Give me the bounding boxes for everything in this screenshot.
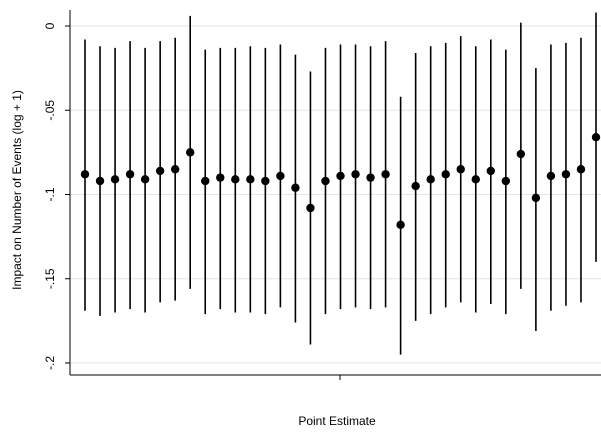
- point-estimate: [426, 175, 435, 184]
- point-estimate: [546, 171, 556, 181]
- point-estimate: [381, 170, 390, 179]
- point-estimate: [441, 170, 450, 179]
- y-tick-label: -.1: [43, 187, 57, 201]
- error-bars: [84, 12, 597, 355]
- point-estimate: [201, 176, 210, 186]
- point-estimate: [396, 220, 405, 230]
- point-estimate: [170, 165, 180, 174]
- y-tick-label: -.05: [43, 100, 57, 121]
- points: [80, 133, 601, 230]
- point-estimate: [110, 175, 120, 184]
- x-axis-title: Point Estimate: [298, 414, 376, 428]
- point-estimate: [216, 173, 225, 182]
- point-estimate: [155, 166, 165, 176]
- y-tick-label: -.15: [43, 268, 57, 289]
- point-estimate: [501, 176, 511, 186]
- point-estimate: [125, 170, 135, 179]
- y-tick-label: -.2: [43, 356, 57, 370]
- point-estimate: [246, 175, 255, 184]
- point-estimate: [321, 176, 330, 186]
- plot-area: 0 -.05 -.1 -.15 -.2: [43, 10, 601, 380]
- point-estimate: [516, 149, 526, 159]
- point-estimate: [366, 173, 375, 182]
- point-estimate: [231, 175, 240, 184]
- point-estimate: [95, 176, 105, 186]
- y-axis-title: Impact on Number of Events (log + 1): [10, 90, 24, 290]
- gridlines: [70, 25, 601, 364]
- y-tick-label: 0: [43, 22, 57, 29]
- point-estimate: [471, 175, 480, 184]
- point-estimate: [306, 203, 315, 213]
- point-estimate: [456, 165, 465, 174]
- y-ticks: 0 -.05 -.1 -.15 -.2: [43, 22, 70, 370]
- point-estimate: [186, 148, 195, 157]
- point-estimate: [591, 133, 601, 142]
- point-estimate: [531, 193, 541, 203]
- point-estimate: [411, 181, 420, 191]
- point-estimate: [261, 176, 270, 186]
- point-estimate: [336, 171, 345, 181]
- point-estimate: [576, 165, 586, 174]
- point-estimate: [351, 170, 360, 179]
- point-estimate: [140, 175, 150, 184]
- point-estimate: [486, 166, 495, 176]
- point-estimate: [276, 171, 285, 181]
- point-estimate: [561, 170, 571, 179]
- point-estimate: [291, 183, 300, 192]
- point-estimate: [80, 170, 90, 179]
